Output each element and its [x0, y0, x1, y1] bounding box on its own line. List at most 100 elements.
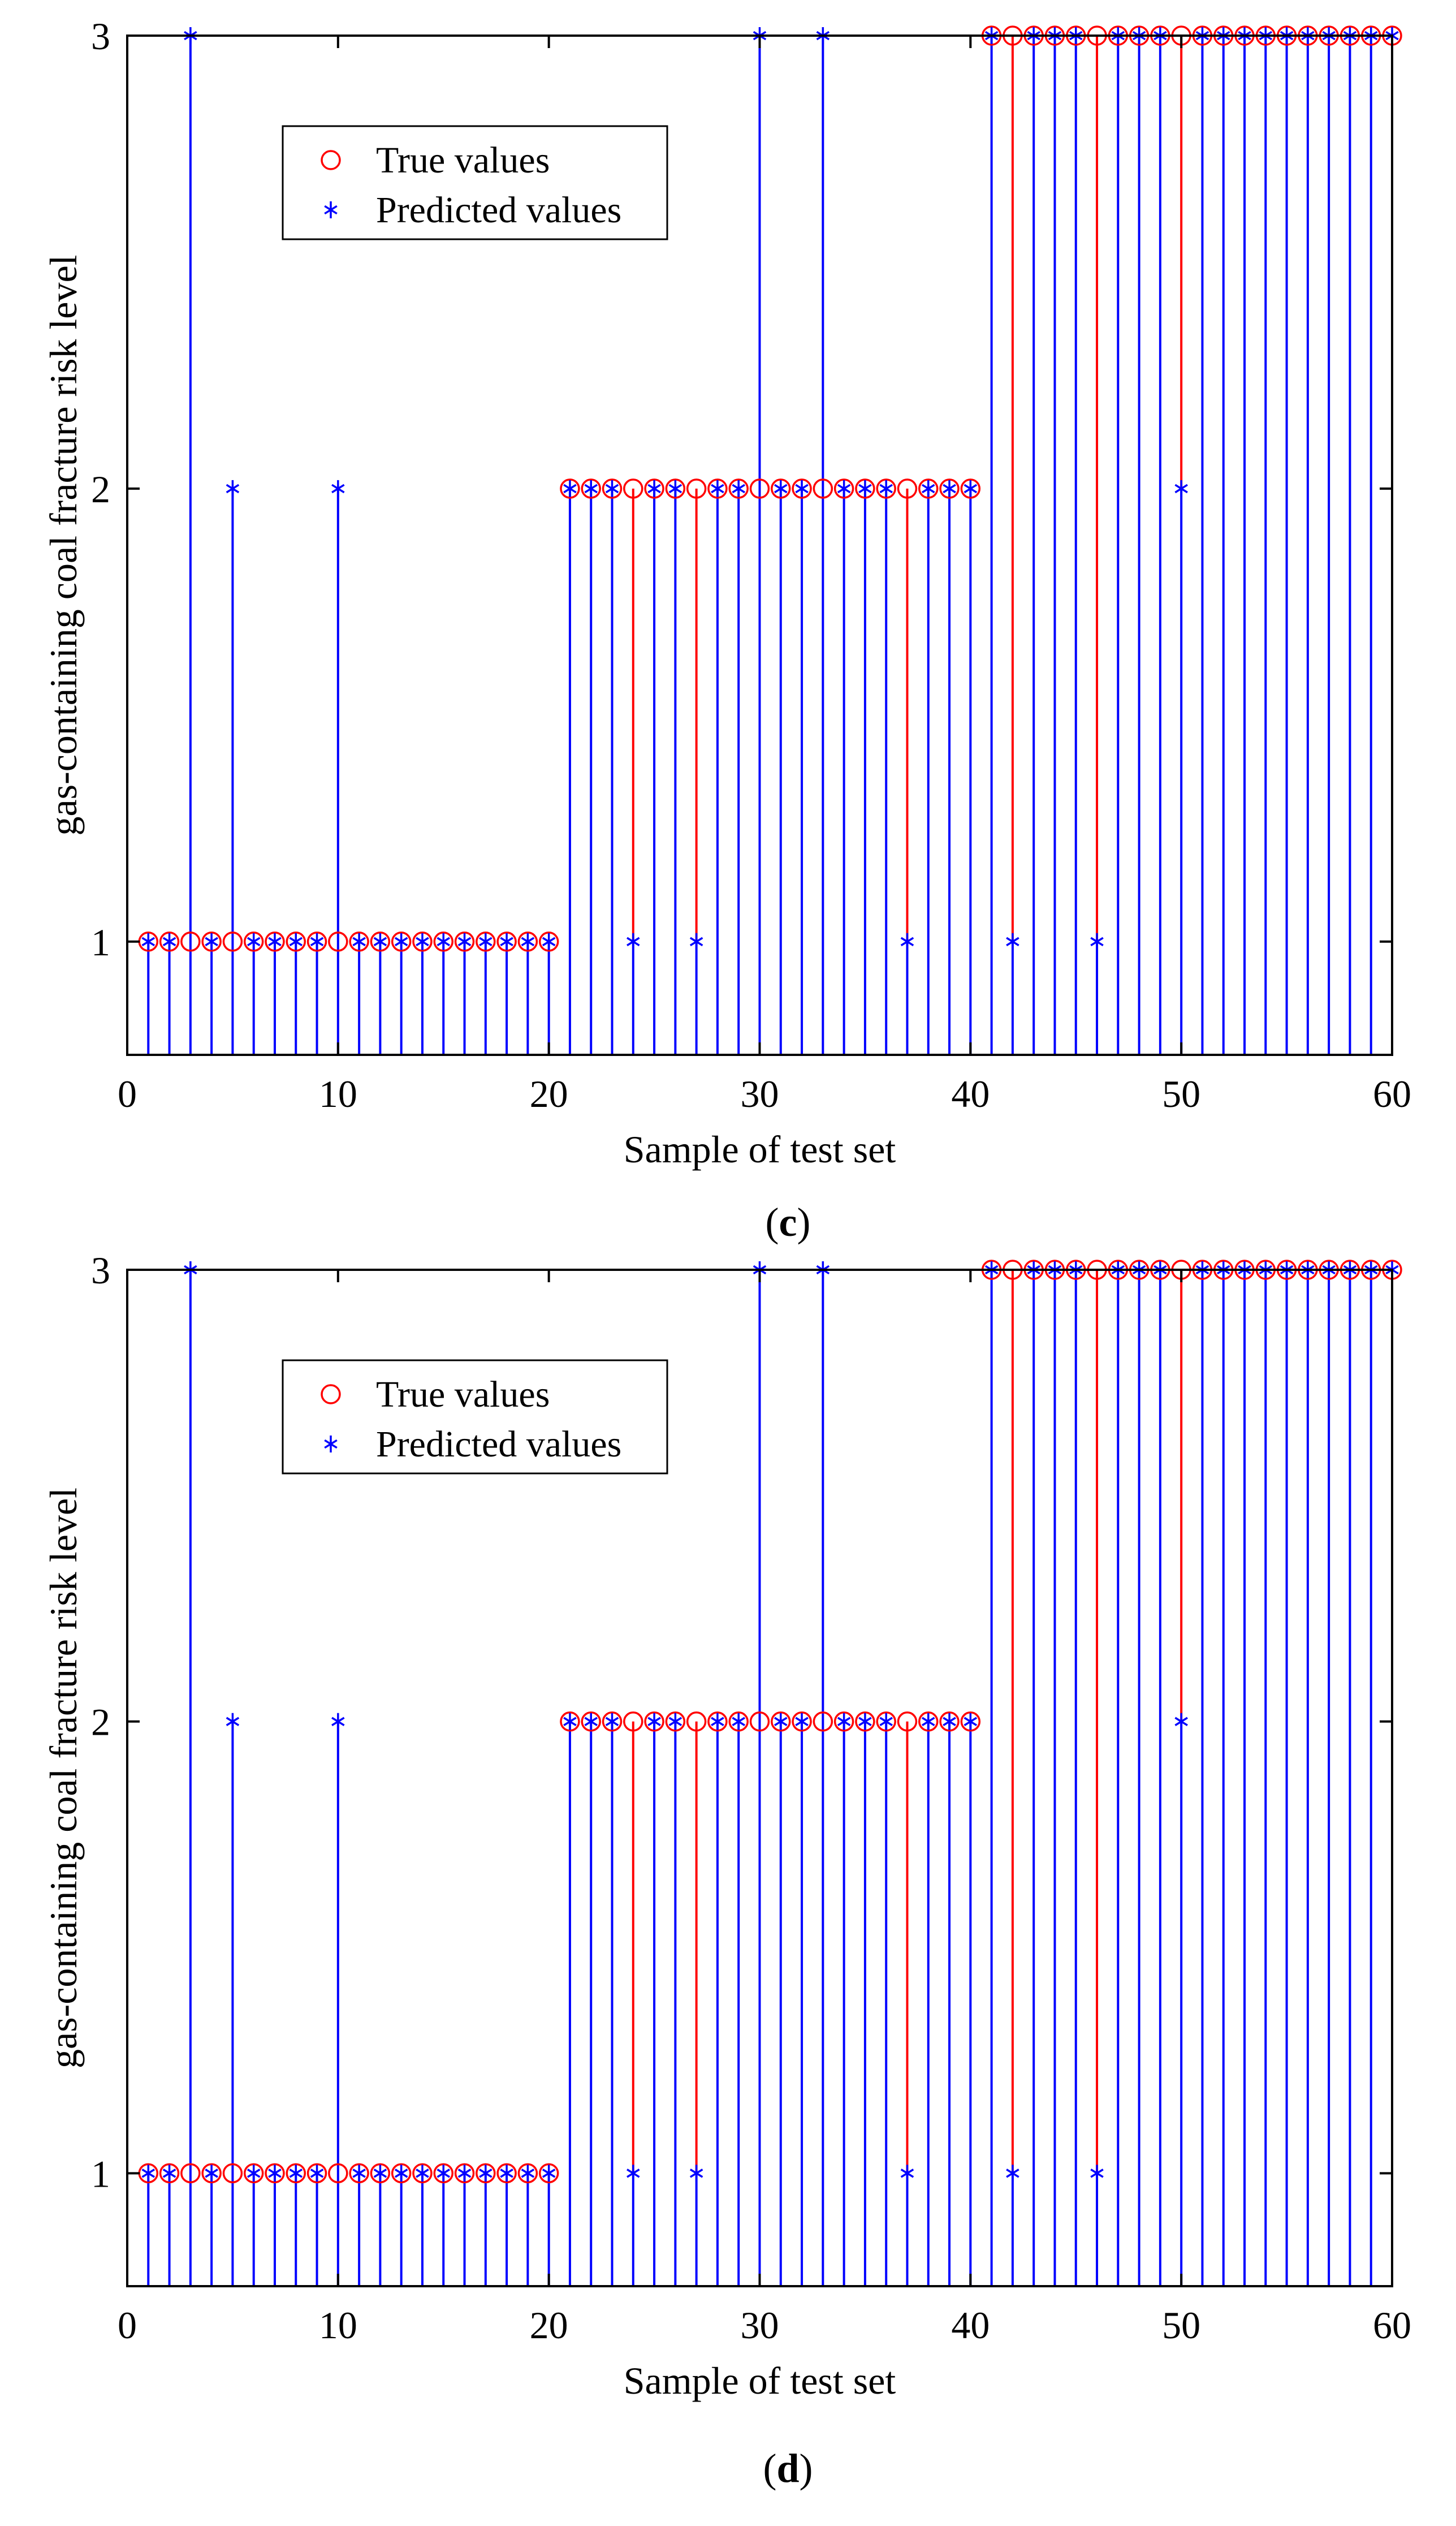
predicted-value-marker	[689, 2165, 703, 2182]
y-tick-label: 1	[91, 921, 110, 964]
predicted-value-marker	[437, 2165, 450, 2182]
predicted-value-marker	[922, 1713, 935, 1730]
true-value-marker	[306, 932, 327, 952]
true-value-marker	[918, 479, 939, 499]
true-value-marker	[749, 479, 770, 499]
y-tick-label: 2	[91, 1701, 110, 1744]
true-value-marker	[265, 2163, 285, 2184]
predicted-value-marker	[457, 2165, 472, 2182]
true-value-marker	[265, 932, 285, 952]
predicted-value-marker	[479, 2165, 492, 2182]
panel-caption: (c)	[766, 1200, 811, 1245]
predicted-value-marker	[310, 2165, 324, 2182]
predicted-value-marker	[1174, 1713, 1188, 1730]
true-value-marker	[749, 1711, 770, 1732]
x-tick-label: 20	[530, 2304, 568, 2347]
true-value-marker	[939, 1711, 960, 1732]
x-tick-label: 10	[319, 2304, 357, 2347]
y-axis-label: gas-containing coal fracture risk level	[42, 255, 85, 835]
true-value-marker	[538, 932, 559, 952]
true-value-marker	[517, 932, 538, 952]
predicted-value-marker	[858, 480, 872, 497]
predicted-value-marker	[900, 2165, 914, 2182]
true-value-marker	[222, 932, 243, 952]
predicted-value-marker	[584, 1713, 598, 1730]
true-value-marker	[644, 479, 664, 499]
true-value-marker	[243, 2163, 264, 2184]
predicted-value-marker	[964, 1713, 978, 1730]
true-value-marker	[792, 1711, 812, 1732]
predicted-value-marker	[205, 2165, 218, 2182]
predicted-value-marker	[795, 480, 809, 497]
true-value-marker	[876, 479, 896, 499]
y-axis: 1 2 3	[91, 1249, 1392, 2195]
true-value-marker	[496, 932, 517, 952]
predicted-value-marker	[394, 933, 408, 950]
x-tick-label: 0	[118, 1072, 137, 1115]
x-axis: 0 10 20 30 40 50 60	[118, 1270, 1411, 2347]
predicted-value-marker	[711, 480, 724, 497]
predicted-value-marker	[352, 2165, 366, 2182]
true-value-marker	[370, 932, 391, 952]
predicted-value-marker	[647, 480, 661, 497]
x-tick-label: 50	[1162, 2304, 1200, 2347]
y-tick-label: 3	[91, 1249, 110, 1292]
predicted-value-marker	[879, 480, 893, 497]
true-value-marker	[454, 2163, 475, 2184]
true-value-marker	[686, 479, 707, 499]
predicted-value-marker	[563, 1713, 577, 1730]
true-value-marker	[433, 2163, 453, 2184]
true-value-marker	[665, 479, 686, 499]
predicted-value-marker	[732, 1713, 745, 1730]
chart-panel-d: 0 10 20 30 40 50 60 1 2 3 Sample of test set gas-co…	[42, 1249, 1411, 2491]
predicted-value-marker	[837, 480, 851, 497]
true-value-marker	[243, 932, 264, 952]
true-value-marker	[180, 932, 201, 952]
predicted-value-marker	[837, 1713, 851, 1730]
predicted-value-marker	[479, 933, 492, 950]
x-tick-label: 60	[1373, 2304, 1411, 2347]
legend-label-true: True values	[376, 1374, 550, 1415]
predicted-value-marker	[162, 933, 176, 950]
true-value-marker	[159, 2163, 180, 2184]
x-tick-label: 60	[1373, 1072, 1411, 1115]
true-value-marker	[665, 1711, 686, 1732]
true-value-marker	[581, 479, 601, 499]
true-value-marker	[686, 1711, 707, 1732]
legend-circle-icon	[321, 1384, 341, 1404]
predicted-value-marker	[310, 933, 324, 950]
x-tick-label: 50	[1162, 1072, 1200, 1115]
predicted-value-marker	[668, 1713, 682, 1730]
predicted-value-marker	[268, 933, 282, 950]
true-value-marker	[771, 479, 791, 499]
predicted-value-marker	[732, 480, 745, 497]
predicted-value-marker	[627, 2165, 640, 2182]
predicted-value-marker	[141, 2165, 155, 2182]
predicted-value-marker	[162, 2165, 176, 2182]
true-value-marker	[813, 1711, 833, 1732]
true-value-marker	[201, 2163, 222, 2184]
stem-lines	[147, 36, 1393, 1055]
predicted-value-marker	[647, 1713, 661, 1730]
legend: True values Predicted values	[282, 125, 668, 240]
true-value-marker	[833, 1711, 854, 1732]
predicted-value-marker	[205, 933, 218, 950]
predicted-value-marker	[500, 933, 513, 950]
predicted-value-marker	[542, 2165, 556, 2182]
true-value-marker	[222, 2163, 243, 2184]
predicted-value-marker	[922, 480, 935, 497]
legend-box	[282, 125, 668, 240]
predicted-value-marker	[1006, 933, 1019, 950]
predicted-value-marker	[563, 480, 577, 497]
x-tick-label: 30	[741, 2304, 779, 2347]
true-value-marker	[833, 479, 854, 499]
predicted-value-marker	[1174, 480, 1188, 497]
predicted-value-marker	[500, 2165, 513, 2182]
predicted-value-marker	[437, 933, 450, 950]
true-value-marker	[538, 2163, 559, 2184]
predicted-value-marker	[247, 933, 261, 950]
true-value-marker	[433, 932, 453, 952]
predicted-value-marker	[795, 1713, 809, 1730]
predicted-value-marker	[141, 933, 155, 950]
